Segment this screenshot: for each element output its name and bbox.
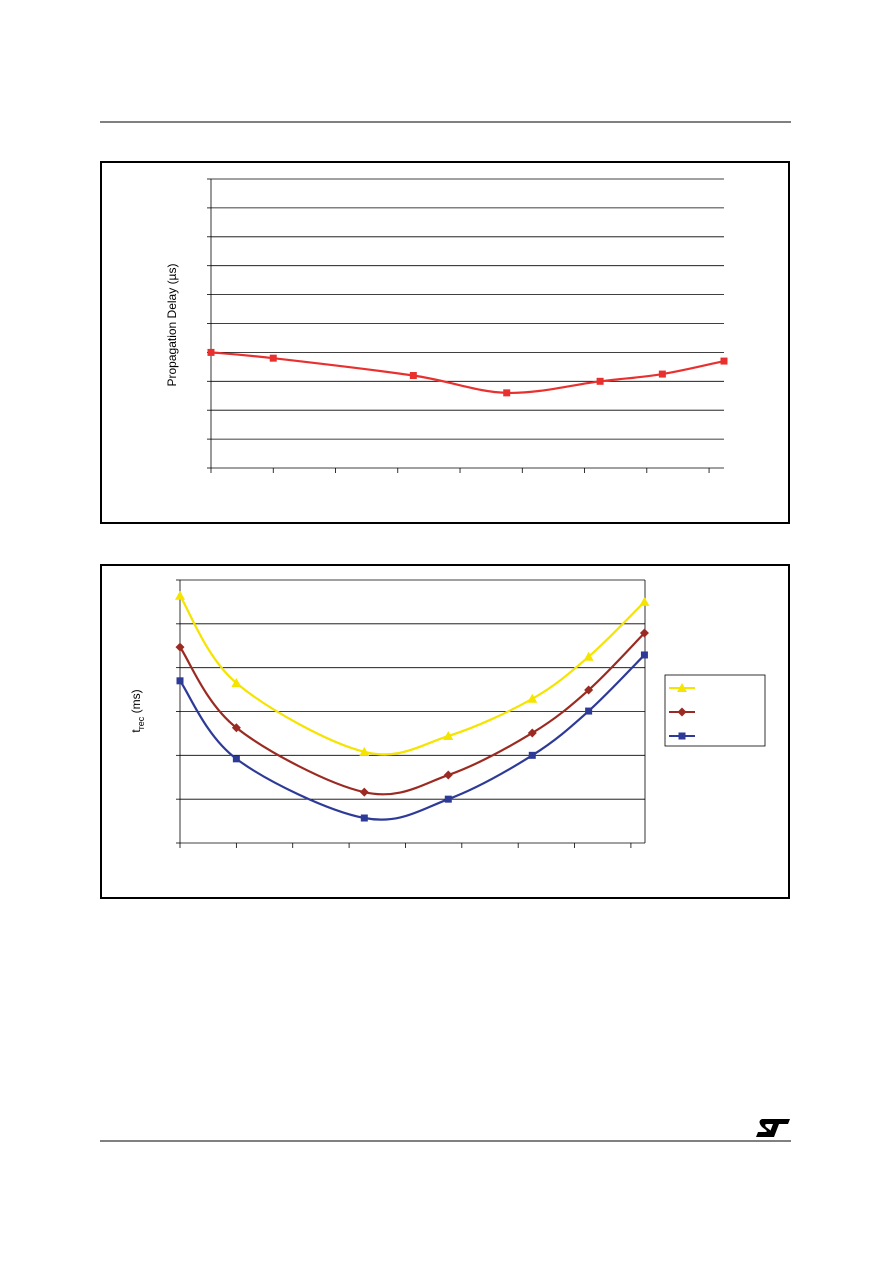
marker (678, 732, 686, 740)
y-axis-label-sub: rec (136, 716, 146, 729)
marker (359, 787, 369, 797)
marker (176, 677, 184, 685)
marker (503, 389, 511, 397)
series-line (210, 351, 725, 394)
chart: trec (ms) (129, 579, 766, 848)
marker (443, 770, 453, 780)
marker (639, 596, 650, 606)
marker (360, 814, 368, 822)
marker (269, 354, 277, 362)
marker (658, 370, 666, 378)
y-axis-label: trec (ms) (129, 689, 146, 732)
y-axis-label: Propagation Delay (µs) (165, 264, 179, 387)
legend (664, 674, 766, 747)
chart: Propagation Delay (µs) (165, 178, 728, 473)
marker (585, 707, 593, 715)
marker (583, 651, 594, 661)
marker (359, 746, 370, 756)
marker (232, 755, 240, 763)
marker (443, 731, 454, 741)
series-line (179, 595, 646, 756)
marker (639, 628, 649, 638)
marker (231, 723, 241, 733)
marker (677, 707, 687, 717)
marker (677, 683, 687, 692)
marker (527, 728, 537, 738)
chart-frame (100, 564, 790, 899)
marker (640, 651, 648, 659)
marker (175, 590, 185, 600)
chart-frame (100, 161, 790, 524)
marker (444, 795, 452, 803)
y-axis-label-unit: (ms) (129, 689, 143, 716)
marker (409, 372, 417, 380)
series-line (179, 632, 646, 796)
marker (528, 751, 536, 759)
st-logo (756, 1119, 790, 1137)
marker (231, 678, 242, 688)
marker (584, 685, 594, 695)
marker (720, 357, 728, 365)
marker (175, 642, 185, 652)
y-axis-label-main: t (129, 729, 143, 733)
marker (527, 693, 538, 703)
marker (596, 377, 604, 385)
marker (207, 348, 215, 356)
